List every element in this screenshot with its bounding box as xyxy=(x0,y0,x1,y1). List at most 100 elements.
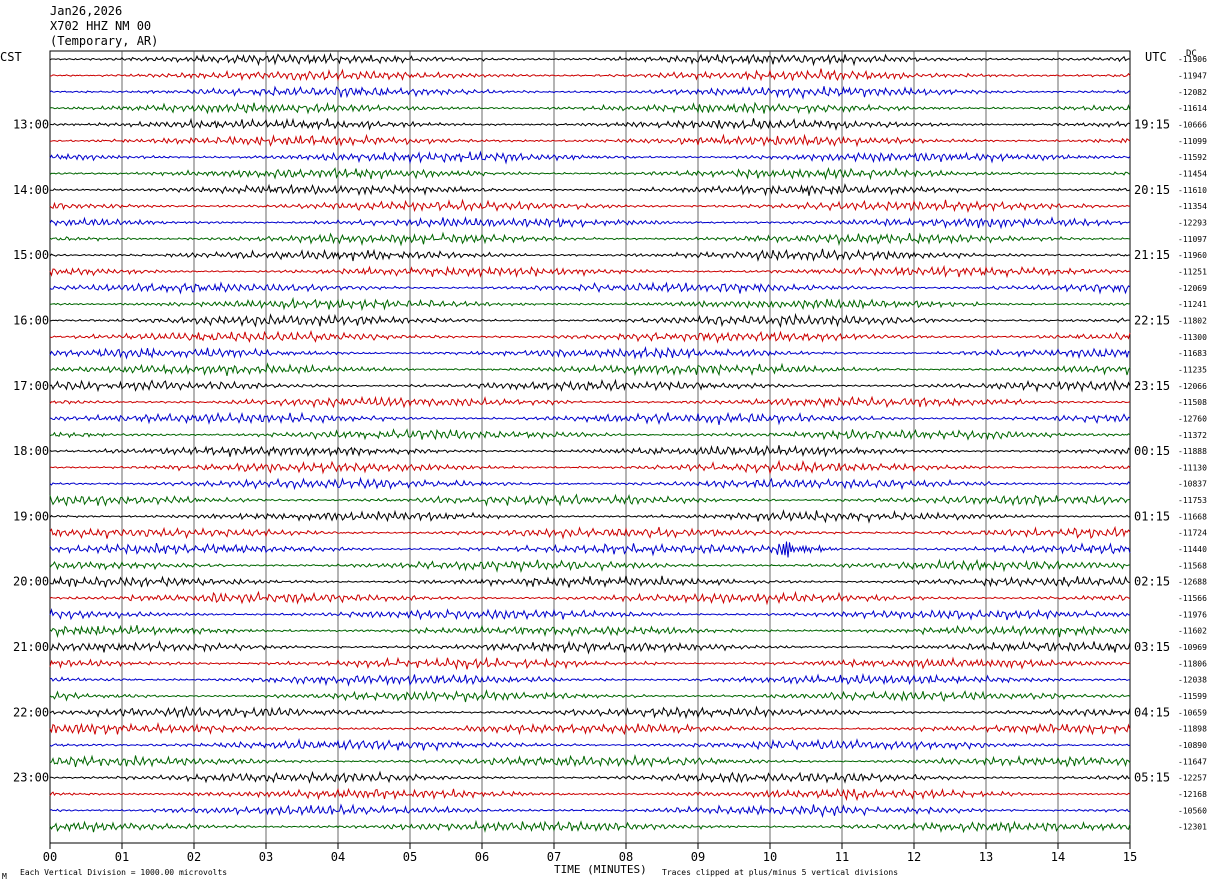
seismic-trace xyxy=(49,329,1131,344)
x-axis-title: TIME (MINUTES) xyxy=(554,863,647,876)
dc-offset-label: -11241 xyxy=(1178,300,1207,309)
seismic-trace xyxy=(49,248,1131,262)
seismic-trace xyxy=(50,362,1131,377)
dc-offset-label: -11947 xyxy=(1178,71,1207,80)
seismic-trace xyxy=(49,117,1131,131)
dc-offset-label: -12069 xyxy=(1178,284,1207,293)
dc-offset-label: -10837 xyxy=(1178,480,1207,489)
header-location: (Temporary, AR) xyxy=(50,34,159,48)
dc-offset-label: -12066 xyxy=(1178,382,1207,391)
seismic-trace xyxy=(49,378,1131,393)
seismic-trace xyxy=(49,231,1131,247)
dc-offset-label: -11888 xyxy=(1178,447,1207,456)
x-tick-label: 10 xyxy=(763,850,777,864)
dc-offset-label: -11602 xyxy=(1178,627,1207,636)
left-hour-label: 21:00 xyxy=(13,640,49,654)
dc-offset-label: -11568 xyxy=(1178,561,1207,570)
seismic-trace xyxy=(49,640,1131,655)
footer-scale-note: Each Vertical Division = 1000.00 microvo… xyxy=(20,868,228,877)
dc-offset-label: -11906 xyxy=(1178,55,1207,64)
dc-offset-label: -11099 xyxy=(1178,137,1207,146)
dc-offset-label: -12257 xyxy=(1178,774,1207,783)
dc-offset-label: -11753 xyxy=(1178,496,1207,505)
dc-offset-label: -12082 xyxy=(1178,88,1207,97)
dc-offset-label: -12168 xyxy=(1178,790,1207,799)
seismic-trace xyxy=(49,101,1131,115)
seismic-trace xyxy=(49,689,1131,703)
footer-clip-note: Traces clipped at plus/minus 5 vertical … xyxy=(662,868,899,877)
dc-offset-label: -11802 xyxy=(1178,316,1207,325)
dc-offset-label: -11097 xyxy=(1178,235,1207,244)
dc-offset-label: -11440 xyxy=(1178,545,1207,554)
dc-offset-label: -10659 xyxy=(1178,708,1207,717)
right-hour-label: 20:15 xyxy=(1134,183,1170,197)
seismic-trace xyxy=(49,770,1131,784)
x-tick-label: 04 xyxy=(331,850,345,864)
seismic-trace xyxy=(49,558,1131,574)
seismic-trace xyxy=(49,133,1131,148)
dc-offset-label: -11592 xyxy=(1178,153,1207,162)
seismic-trace xyxy=(49,721,1131,736)
dc-offset-label: -11898 xyxy=(1178,725,1207,734)
dc-offset-label: -11508 xyxy=(1178,398,1207,407)
right-hour-label: 21:15 xyxy=(1134,248,1170,262)
seismic-trace xyxy=(49,281,1131,295)
seismic-trace xyxy=(49,444,1131,458)
dc-offset-label: -11372 xyxy=(1178,431,1207,440)
left-hour-label: 22:00 xyxy=(13,705,49,719)
seismic-trace xyxy=(49,216,1131,230)
seismic-trace xyxy=(49,656,1131,671)
right-hour-label: 00:15 xyxy=(1134,444,1170,458)
right-hour-label: 05:15 xyxy=(1134,771,1170,785)
left-hour-label: 23:00 xyxy=(13,771,49,785)
footer-corner-mark: M xyxy=(2,872,7,881)
x-tick-label: 12 xyxy=(907,850,921,864)
left-hour-label: 20:00 xyxy=(13,575,49,589)
x-tick-label: 03 xyxy=(259,850,273,864)
right-hour-label: 22:15 xyxy=(1134,313,1170,327)
seismic-trace xyxy=(49,167,1131,181)
dc-offset-label: -11976 xyxy=(1178,610,1207,619)
seismic-trace xyxy=(49,395,1131,409)
seismic-trace xyxy=(49,737,1131,752)
seismic-trace xyxy=(49,150,1131,165)
dc-offset-label: -12293 xyxy=(1178,218,1207,227)
x-tick-label: 13 xyxy=(979,850,993,864)
seismic-trace xyxy=(49,52,1131,67)
seismic-trace xyxy=(49,493,1131,508)
x-tick-label: 01 xyxy=(115,850,129,864)
left-hour-label: 18:00 xyxy=(13,444,49,458)
seismic-trace xyxy=(49,183,1131,197)
dc-offset-label: -10560 xyxy=(1178,806,1207,815)
dc-offset-label: -11454 xyxy=(1178,169,1207,178)
dc-offset-label: -11960 xyxy=(1178,251,1207,260)
dc-offset-label: -12301 xyxy=(1178,823,1207,832)
dc-offset-label: -10890 xyxy=(1178,741,1207,750)
dc-offset-label: -11806 xyxy=(1178,659,1207,668)
left-hour-label: 14:00 xyxy=(13,183,49,197)
plot-frame xyxy=(49,50,1131,844)
right-timezone-label: UTC xyxy=(1145,50,1167,64)
dc-offset-label: -11354 xyxy=(1178,202,1207,211)
seismic-trace xyxy=(49,608,1131,621)
seismic-trace xyxy=(49,819,1131,834)
seismic-trace xyxy=(49,624,1131,638)
right-hour-label: 03:15 xyxy=(1134,640,1170,654)
seismic-trace xyxy=(49,541,1131,558)
right-hour-label: 04:15 xyxy=(1134,705,1170,719)
right-hour-label: 02:15 xyxy=(1134,575,1170,589)
x-tick-label: 00 xyxy=(43,850,57,864)
seismic-trace xyxy=(49,509,1131,524)
seismic-trace xyxy=(49,198,1131,213)
dc-offset-label: -11300 xyxy=(1178,333,1207,342)
dc-offset-label: -11235 xyxy=(1178,365,1207,374)
x-tick-label: 08 xyxy=(619,850,633,864)
x-tick-label: 05 xyxy=(403,850,417,864)
right-hour-label: 23:15 xyxy=(1134,379,1170,393)
right-hour-label: 01:15 xyxy=(1134,509,1170,523)
seismic-trace xyxy=(49,753,1131,768)
seismic-trace xyxy=(49,575,1131,589)
x-tick-label: 14 xyxy=(1051,850,1065,864)
seismic-trace xyxy=(49,428,1131,441)
